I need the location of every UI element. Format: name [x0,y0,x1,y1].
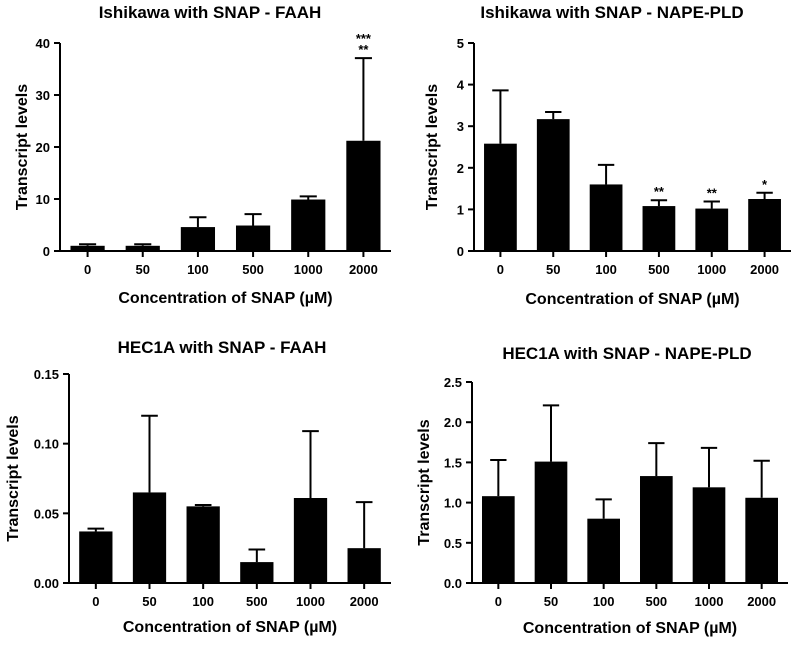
y-tick-label: 40 [36,36,50,51]
significance-label: ** [358,42,369,57]
chart-title: HEC1A with SNAP - NAPE-PLD [502,344,751,363]
panel-hec1a-nape-pld: HEC1A with SNAP - NAPE-PLD Transcript lev… [416,344,788,637]
x-tick-label: 2000 [750,262,779,277]
bar [346,140,381,251]
bar [534,461,568,583]
panel-ishikawa-faah: Ishikawa with SNAP - FAAH Transcript leve… [14,3,391,307]
x-tick-label: 0 [495,594,502,609]
x-tick-label: 50 [142,594,156,609]
y-tick-label: 0.15 [34,367,59,382]
bar [692,487,726,583]
x-tick-label: 100 [593,594,615,609]
x-tick-label: 1000 [697,262,726,277]
y-tick-label: 0.00 [34,576,59,591]
bar [484,143,517,251]
x-tick-label: 50 [544,594,558,609]
bar [186,506,220,583]
x-tick-label: 1000 [294,262,323,277]
bar [642,206,676,251]
bar [291,199,326,251]
x-tick-label: 0 [84,262,91,277]
x-axis-title: Concentration of SNAP (µM) [118,290,332,307]
significance-label: ** [654,184,665,199]
y-tick-label: 30 [36,88,50,103]
x-tick-label: 1000 [296,594,325,609]
x-tick-label: 2000 [350,594,379,609]
bar [640,476,673,583]
y-tick-label: 10 [36,192,50,207]
x-tick-label: 2000 [349,262,378,277]
y-tick-label: 5 [457,36,464,51]
y-tick-label: 2.5 [444,375,462,390]
y-tick-label: 2 [457,161,464,176]
bar [240,562,274,583]
panel-hec1a-faah: HEC1A with SNAP - FAAH Transcript levels C… [5,338,391,636]
y-tick-label: 3 [457,119,464,134]
y-tick-label: 0.5 [444,536,462,551]
x-tick-label: 500 [645,594,667,609]
x-tick-label: 0 [497,262,504,277]
chart-title: Ishikawa with SNAP - NAPE-PLD [480,3,743,22]
y-tick-label: 1 [457,202,464,217]
y-tick-label: 0.05 [34,506,59,521]
bar [235,225,271,251]
x-axis-title: Concentration of SNAP (µM) [123,619,337,636]
bar [125,245,160,251]
x-tick-label: 500 [246,594,268,609]
x-tick-label: 50 [136,262,150,277]
y-tick-label: 2.0 [444,415,462,430]
chart-title: HEC1A with SNAP - FAAH [118,338,327,357]
bar [70,245,105,251]
bar [482,496,515,583]
x-tick-label: 100 [192,594,214,609]
bar [180,227,216,251]
x-axis-title: Concentration of SNAP (µM) [523,620,737,637]
significance-label: *** [356,31,372,46]
y-tick-label: 0 [457,244,464,259]
x-tick-label: 500 [242,262,264,277]
bar [132,492,167,583]
bar [79,531,113,583]
bar [695,208,729,251]
bar [748,199,781,251]
x-tick-label: 500 [648,262,670,277]
y-tick-label: 1.5 [444,455,462,470]
bar [589,184,623,251]
bar [536,119,570,252]
y-tick-label: 20 [36,140,50,155]
x-tick-label: 100 [595,262,617,277]
x-tick-label: 1000 [695,594,724,609]
chart-title: Ishikawa with SNAP - FAAH [99,3,322,22]
bar [293,498,328,583]
y-tick-label: 1.0 [444,496,462,511]
x-tick-label: 50 [546,262,560,277]
y-axis-title: Transcript levels [416,419,433,545]
x-axis-title: Concentration of SNAP (µM) [525,291,739,308]
y-axis-title: Transcript levels [424,84,441,210]
panel-ishikawa-nape-pld: Ishikawa with SNAP - NAPE-PLD Transcript … [424,3,791,308]
significance-label: ** [707,185,718,200]
x-tick-label: 0 [92,594,99,609]
y-tick-label: 0.0 [444,576,462,591]
x-tick-label: 2000 [747,594,776,609]
x-tick-label: 100 [187,262,209,277]
bar [745,497,778,583]
y-tick-label: 0 [43,244,50,259]
significance-label: * [762,177,768,192]
bar [587,518,620,583]
y-axis-title: Transcript levels [14,84,31,210]
y-tick-label: 4 [457,78,465,93]
bar [347,548,381,583]
y-tick-label: 0.10 [34,437,59,452]
y-axis-title: Transcript levels [5,415,22,541]
